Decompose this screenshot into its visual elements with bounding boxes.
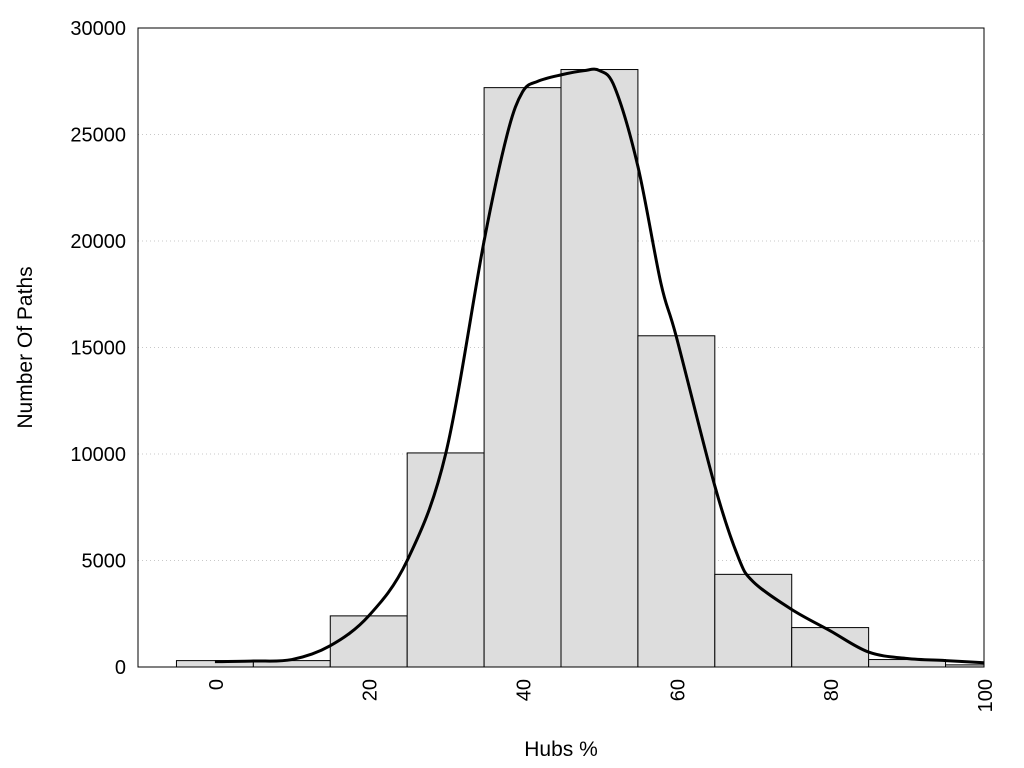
histogram-bar (560, 69, 639, 668)
histogram-bar (637, 335, 716, 668)
x-axis-title: Hubs % (524, 738, 598, 761)
y-tick-labels: 0 5000 10000 15000 20000 25000 30000 (70, 18, 126, 679)
y-tick-label: 0 (115, 657, 126, 679)
histogram-bar (483, 87, 562, 668)
x-tick-label: 80 (821, 679, 843, 701)
histogram-bar (714, 573, 793, 668)
y-axis-title: Number Of Paths (14, 266, 37, 428)
x-tick-label: 20 (360, 679, 382, 701)
histogram-bar (329, 615, 408, 668)
x-tick-label: 100 (975, 679, 997, 712)
y-tick-label: 15000 (70, 338, 126, 360)
x-tick-label: 60 (667, 679, 689, 701)
x-tick-label: 0 (206, 679, 228, 690)
x-tick-label: 40 (514, 679, 536, 701)
density-curve (214, 67, 985, 665)
density-curve-layer (214, 67, 985, 665)
y-tick-label: 30000 (70, 18, 126, 40)
grid-lines (138, 134, 984, 561)
plot-frame (137, 27, 985, 668)
y-tick-label: 5000 (82, 551, 127, 573)
y-tick-label: 25000 (70, 125, 126, 147)
x-tick-labels: 0 20 40 60 80 100 (206, 679, 997, 712)
histogram-bar (406, 452, 485, 668)
y-tick-label: 10000 (70, 444, 126, 466)
bars (175, 69, 985, 668)
y-tick-label: 20000 (70, 231, 126, 253)
